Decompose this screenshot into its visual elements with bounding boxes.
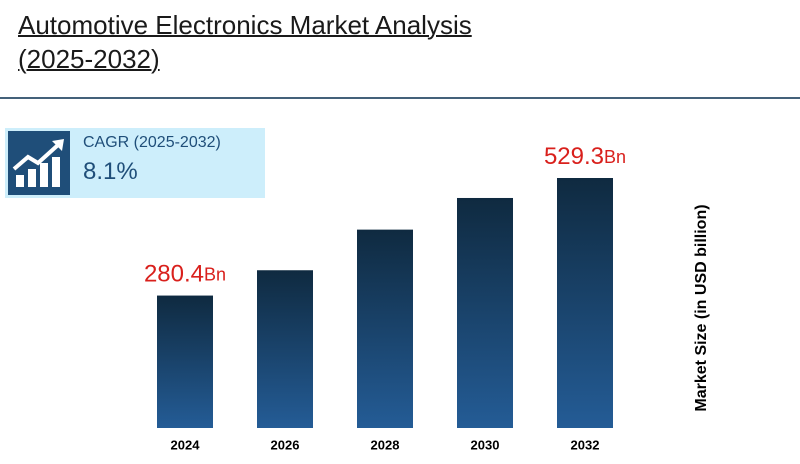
divider <box>0 97 800 99</box>
bar <box>457 197 513 428</box>
value-label: 529.3Bn <box>544 143 626 170</box>
cagr-box: CAGR (2025-2032) 8.1% <box>5 128 265 198</box>
x-tick-label: 2028 <box>371 437 400 452</box>
page-title: Automotive Electronics Market Analysis (… <box>18 10 472 74</box>
x-tick-label: 2024 <box>171 437 201 452</box>
bar <box>557 178 613 428</box>
y-axis-label: Market Size (in USD billion) <box>693 204 710 411</box>
cagr-label: CAGR (2025-2032) <box>83 134 221 151</box>
x-tick-label: 2030 <box>471 437 500 452</box>
value-label: 280.4Bn <box>144 261 226 288</box>
icon-graphic <box>12 139 64 187</box>
x-tick-label: 2026 <box>271 437 300 452</box>
bar <box>357 229 413 428</box>
growth-icon <box>8 131 70 195</box>
bar <box>257 270 313 428</box>
x-tick-label: 2032 <box>571 437 600 452</box>
cagr-value: 8.1% <box>83 158 138 185</box>
bar <box>157 295 213 428</box>
